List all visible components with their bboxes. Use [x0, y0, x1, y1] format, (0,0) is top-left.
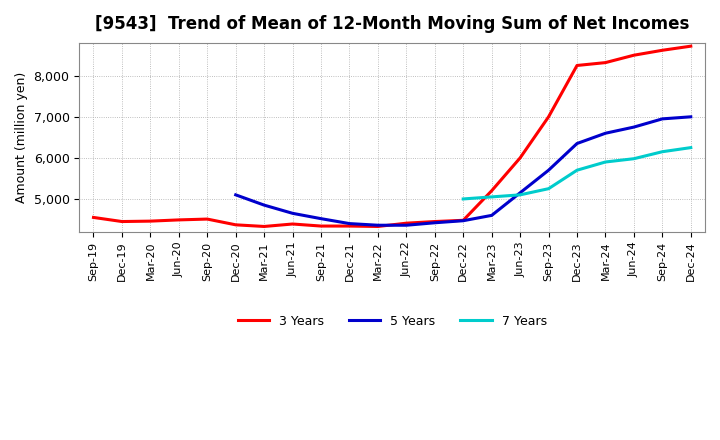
3 Years — [544, 114, 553, 119]
3 Years — [174, 217, 183, 223]
5 Years — [601, 131, 610, 136]
3 Years — [288, 221, 297, 227]
3 Years — [431, 219, 439, 224]
3 Years — [203, 216, 212, 222]
5 Years — [516, 190, 524, 195]
7 Years — [516, 192, 524, 198]
7 Years — [686, 145, 695, 150]
7 Years — [629, 156, 638, 161]
7 Years — [487, 194, 496, 199]
7 Years — [572, 168, 581, 173]
3 Years — [117, 219, 126, 224]
3 Years — [89, 215, 98, 220]
5 Years — [459, 218, 467, 224]
5 Years — [374, 223, 382, 228]
5 Years — [487, 213, 496, 218]
5 Years — [658, 116, 667, 121]
5 Years — [317, 216, 325, 221]
7 Years — [544, 186, 553, 191]
3 Years — [374, 224, 382, 229]
7 Years — [459, 196, 467, 202]
5 Years — [431, 220, 439, 225]
3 Years — [345, 224, 354, 229]
5 Years — [402, 223, 410, 228]
Legend: 3 Years, 5 Years, 7 Years: 3 Years, 5 Years, 7 Years — [233, 310, 552, 333]
5 Years — [544, 168, 553, 173]
7 Years — [658, 149, 667, 154]
Title: [9543]  Trend of Mean of 12-Month Moving Sum of Net Incomes: [9543] Trend of Mean of 12-Month Moving … — [95, 15, 689, 33]
3 Years — [459, 218, 467, 223]
3 Years — [686, 44, 695, 49]
3 Years — [317, 224, 325, 229]
3 Years — [231, 222, 240, 227]
3 Years — [572, 63, 581, 68]
3 Years — [402, 220, 410, 226]
3 Years — [516, 155, 524, 161]
5 Years — [345, 221, 354, 226]
3 Years — [487, 188, 496, 193]
Y-axis label: Amount (million yen): Amount (million yen) — [15, 72, 28, 203]
3 Years — [260, 224, 269, 229]
7 Years — [601, 159, 610, 165]
5 Years — [288, 211, 297, 216]
3 Years — [146, 219, 155, 224]
3 Years — [658, 48, 667, 53]
Line: 5 Years: 5 Years — [235, 117, 690, 225]
3 Years — [601, 60, 610, 65]
3 Years — [629, 52, 638, 58]
5 Years — [686, 114, 695, 119]
5 Years — [572, 141, 581, 146]
5 Years — [260, 202, 269, 208]
5 Years — [231, 192, 240, 198]
Line: 7 Years: 7 Years — [463, 147, 690, 199]
Line: 3 Years: 3 Years — [94, 46, 690, 227]
5 Years — [629, 125, 638, 130]
